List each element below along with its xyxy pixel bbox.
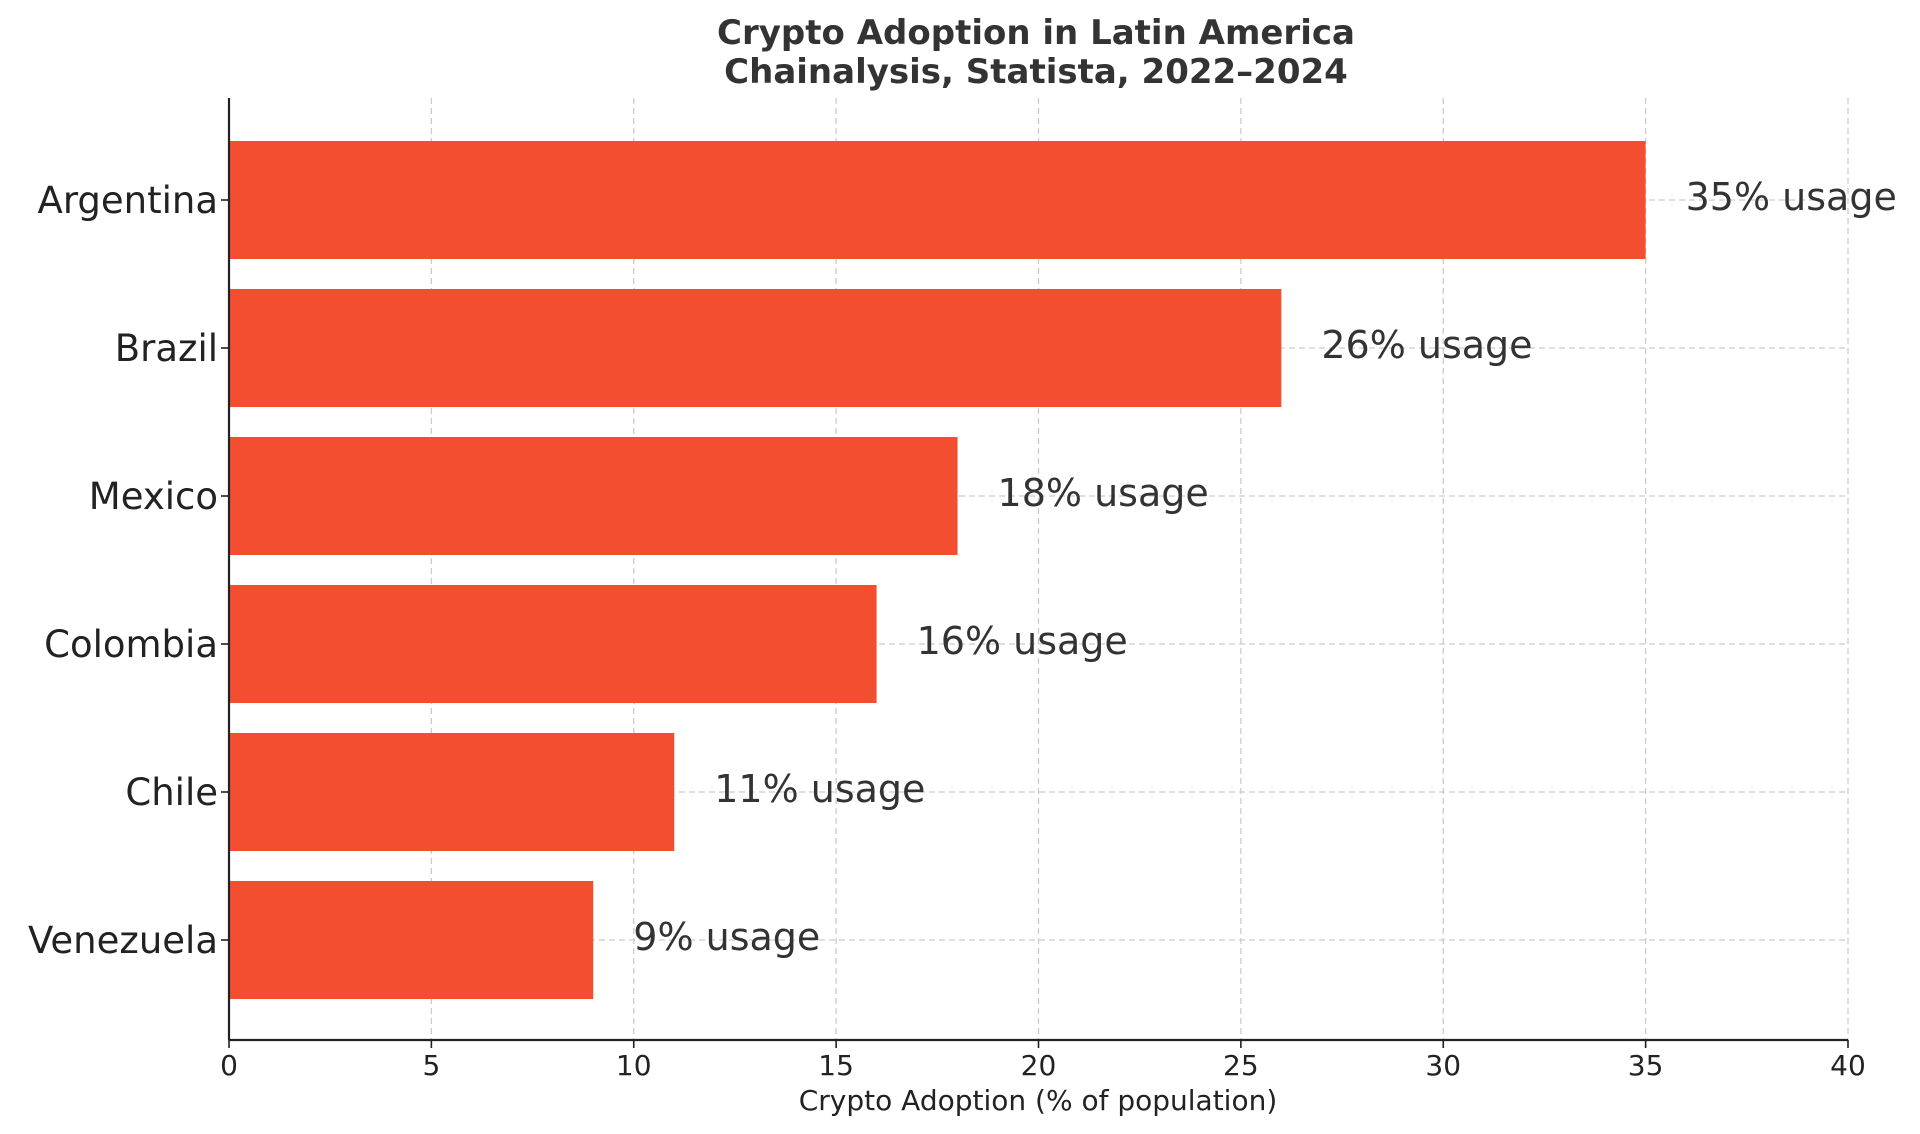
x-tick-label: 40: [1830, 1049, 1866, 1082]
data-label: 9% usage: [633, 915, 820, 959]
category-labels: Argentina Brazil Mexico Colombia Chile Venezu…: [28, 179, 218, 962]
bar-brazil: [229, 289, 1282, 407]
x-tick-label: 20: [1021, 1049, 1057, 1082]
bar-argentina: [229, 141, 1646, 259]
x-tick-label: 0: [220, 1049, 238, 1082]
category-label: Chile: [125, 771, 218, 814]
data-label: 26% usage: [1321, 323, 1532, 367]
x-ticks: 0 5 10 15 20 25 30 35 40: [220, 199, 1866, 1082]
bar-mexico: [229, 437, 958, 555]
category-label: Colombia: [44, 623, 218, 666]
data-labels: 35% usage 26% usage 18% usage 16% usage 11% …: [633, 175, 1897, 959]
category-label: Argentina: [38, 179, 218, 222]
bar-colombia: [229, 585, 877, 703]
grid-lines: [229, 98, 1849, 1040]
x-tick-label: 5: [422, 1049, 440, 1082]
category-label: Mexico: [89, 475, 218, 518]
x-tick-label: 10: [616, 1049, 652, 1082]
x-tick-label: 15: [818, 1049, 854, 1082]
x-axis-label: Crypto Adoption (% of population): [799, 1084, 1278, 1117]
bar-venezuela: [229, 881, 594, 999]
category-label: Brazil: [115, 327, 218, 370]
x-tick-label: 30: [1425, 1049, 1461, 1082]
data-label: 18% usage: [998, 471, 1209, 515]
category-label: Venezuela: [28, 919, 218, 962]
data-label: 11% usage: [714, 767, 925, 811]
chart-title: Crypto Adoption in Latin America: [717, 13, 1355, 53]
x-tick-label: 35: [1628, 1049, 1664, 1082]
data-label: 16% usage: [917, 619, 1128, 663]
data-label: 35% usage: [1686, 175, 1897, 219]
bars: [229, 141, 1646, 999]
chart-subtitle: Chainalysis, Statista, 2022–2024: [724, 52, 1348, 92]
bar-chile: [229, 733, 675, 851]
x-tick-label: 25: [1223, 1049, 1259, 1082]
